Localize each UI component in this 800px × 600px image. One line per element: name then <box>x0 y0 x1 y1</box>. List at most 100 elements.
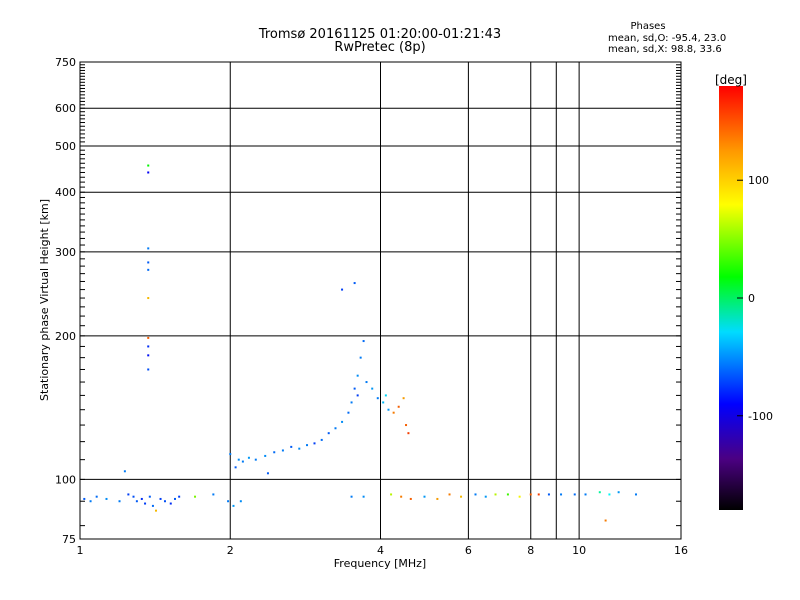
data-point <box>573 493 576 496</box>
data-point <box>227 500 230 503</box>
data-point <box>173 497 176 500</box>
data-point <box>334 427 337 430</box>
data-point <box>356 394 359 397</box>
data-point <box>436 497 439 500</box>
data-point <box>247 456 250 459</box>
data-point <box>376 397 379 400</box>
plot-frame <box>79 61 682 540</box>
data-point <box>423 495 426 498</box>
data-point <box>547 493 550 496</box>
data-point <box>353 387 356 390</box>
data-point <box>529 493 532 496</box>
data-point <box>382 401 385 404</box>
x-tick-label: 2 <box>227 544 234 557</box>
data-point <box>147 336 150 339</box>
colorbar-label: [deg] <box>715 73 747 87</box>
x-tick-label: 10 <box>572 544 586 557</box>
data-point <box>140 497 143 500</box>
data-point <box>89 500 92 503</box>
y-tick-labels: 75 100 200 300 400 500 600 750 <box>55 56 76 546</box>
data-point <box>290 445 293 448</box>
data-point <box>281 449 284 452</box>
data-point <box>254 458 257 461</box>
colorbar-tick-label: 0 <box>748 292 755 305</box>
y-tick-label: 750 <box>55 56 76 69</box>
data-point <box>359 356 362 359</box>
y-tick-label: 75 <box>62 533 76 546</box>
data-point <box>356 374 359 377</box>
data-point <box>409 497 412 500</box>
data-point <box>448 493 451 496</box>
data-point <box>132 495 135 498</box>
data-point <box>494 493 497 496</box>
data-point <box>123 470 126 473</box>
data-point <box>298 447 301 450</box>
data-point <box>598 491 601 494</box>
data-point <box>390 493 393 496</box>
data-point <box>460 495 463 498</box>
data-point <box>147 368 150 371</box>
data-point <box>147 297 150 300</box>
data-point <box>151 504 154 507</box>
data-point <box>229 453 232 456</box>
data-point <box>147 261 150 264</box>
data-point <box>327 432 330 435</box>
data-point <box>617 491 620 494</box>
data-point <box>135 500 138 503</box>
data-point <box>306 444 309 447</box>
data-point <box>273 451 276 454</box>
data-point <box>350 401 353 404</box>
phases-x-stats: mean, sd,X: 98.8, 33.6 <box>608 44 722 55</box>
chart-title: Tromsø 20161125 01:20:00-01:21:43 <box>258 27 502 42</box>
phases-label: Phases <box>630 21 666 32</box>
data-point <box>147 247 150 250</box>
y-axis-label: Stationary phase Virtual Height [km] <box>38 199 51 401</box>
data-point <box>241 460 244 463</box>
colorbar-tick-label: -100 <box>748 410 773 423</box>
data-point <box>232 504 235 507</box>
y-tick-label: 200 <box>55 330 76 343</box>
data-point <box>584 493 587 496</box>
data-point <box>392 411 395 414</box>
data-point <box>266 472 269 475</box>
data-point <box>147 171 150 174</box>
data-point <box>155 509 158 512</box>
data-point <box>212 493 215 496</box>
minor-ticks <box>80 64 681 527</box>
x-tick-label: 6 <box>465 544 472 557</box>
data-point <box>634 493 637 496</box>
x-tick-label: 8 <box>527 544 534 557</box>
data-point <box>341 420 344 423</box>
data-point <box>353 282 356 285</box>
data-point <box>178 495 181 498</box>
y-tick-label: 100 <box>55 473 76 486</box>
data-point <box>402 397 405 400</box>
data-point <box>239 500 242 503</box>
data-point <box>320 438 323 441</box>
data-point <box>264 454 267 457</box>
y-tick-label: 400 <box>55 186 76 199</box>
data-point <box>148 495 151 498</box>
data-point <box>194 495 197 498</box>
data-point <box>506 493 509 496</box>
data-point <box>169 502 172 505</box>
data-points <box>83 164 637 522</box>
data-point <box>518 495 521 498</box>
data-point <box>400 495 403 498</box>
y-tick-label: 500 <box>55 140 76 153</box>
data-point <box>474 493 477 496</box>
data-point <box>163 500 166 503</box>
data-point <box>371 387 374 390</box>
x-tick-label: 4 <box>377 544 384 557</box>
data-point <box>397 405 400 408</box>
y-tick-label: 300 <box>55 246 76 259</box>
data-point <box>608 493 611 496</box>
colorbar-ticks: 100 0 -100 <box>737 174 773 423</box>
phases-o-stats: mean, sd,O: -95.4, 23.0 <box>608 33 727 44</box>
colorbar-tick-label: 100 <box>748 174 769 187</box>
data-point <box>560 493 563 496</box>
data-point <box>350 495 353 498</box>
data-point <box>83 497 86 500</box>
data-point <box>365 381 368 384</box>
